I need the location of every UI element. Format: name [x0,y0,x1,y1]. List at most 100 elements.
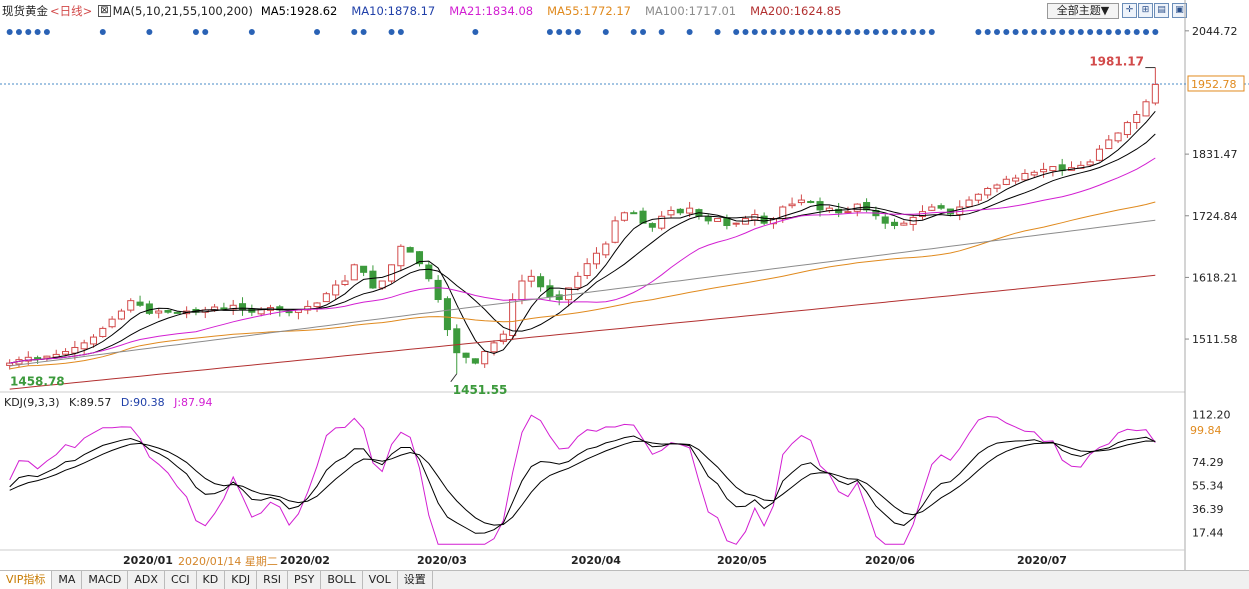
tab-11[interactable]: 设置 [398,571,433,589]
candle-body [164,310,172,313]
candle-body [99,327,107,337]
ma-label: MA(5,10,21,55,100,200) [112,4,253,18]
candle-body [592,252,600,265]
candle-body [816,201,824,211]
candle-body [956,206,964,215]
candle-body [509,299,517,337]
signal-dot [1077,29,1084,35]
candle-body [89,336,98,345]
candle-body [127,300,135,311]
candle-body [155,310,163,314]
candle-body [322,293,330,303]
signal-dot [1068,29,1075,35]
tab-10[interactable]: VOL [363,571,398,589]
ma200-value: MA200:1624.85 [750,4,842,18]
candle-body [397,245,405,267]
ma-settings-icon[interactable]: ⊠ [98,5,111,17]
signal-dot [602,29,609,35]
signal-dot [34,29,41,35]
candle-body [80,342,88,350]
tab-3[interactable]: ADX [128,571,165,589]
candle-body [238,303,247,311]
candle-body [71,346,79,354]
signal-dot [1021,29,1028,35]
signal-dot [1040,29,1047,35]
signal-dot [146,29,153,35]
candle-body [443,298,451,331]
candle-body [881,216,889,224]
candle-body [341,280,349,285]
candle-body [332,284,340,296]
signal-dot [1152,29,1159,35]
candle-body [220,307,228,310]
candle-body [369,270,377,289]
candle-body [984,188,992,196]
ma10-line [9,133,1156,364]
tab-2[interactable]: MACD [82,571,129,589]
current-price-label: 1952.78 [1191,78,1237,91]
tab-6[interactable]: KDJ [225,571,258,589]
kdj-tick-label: 17.44 [1192,527,1224,540]
kdj-j-line [9,414,1156,545]
signal-dot [1143,29,1150,35]
signal-dot [1096,29,1103,35]
fullscreen-icon[interactable]: ▣ [1172,3,1187,18]
chart-type-icon[interactable]: ▤ [1154,3,1169,18]
signal-dot [910,29,917,35]
signal-dot [826,29,833,35]
candle-body [285,311,293,314]
candle-body [807,200,815,203]
signal-dot [1049,29,1056,35]
signal-dot [574,29,581,35]
candle-body [1058,164,1066,172]
tab-7[interactable]: RSI [257,571,289,589]
period-selector[interactable]: <日线> [50,4,93,18]
tab-9[interactable]: BOLL [321,571,363,589]
tab-5[interactable]: KD [197,571,226,589]
x-axis-label: 2020/03 [417,554,467,567]
signal-dot [630,29,637,35]
candle-body [490,342,498,353]
candle-body [1142,101,1150,117]
candle-body [108,318,116,328]
candle-body [136,301,144,306]
price-tick-label: 1831.47 [1192,148,1238,161]
candle-body [788,203,796,207]
signal-dot [546,29,553,35]
candle-body [1002,178,1010,185]
kdj-legend: KDJ(9,3,3) K:89.57 D:90.38 J:87.94 [4,396,219,409]
tab-1[interactable]: MA [52,571,83,589]
kdj-d-value: D:90.38 [120,396,165,409]
candle-body [1049,166,1057,172]
signal-dot [1031,29,1038,35]
signal-dot [25,29,32,35]
theme-dropdown[interactable]: 全部主题▼ [1047,3,1119,19]
crosshair-icon[interactable]: ✛ [1122,3,1137,18]
tab-0[interactable]: VIP指标 [0,571,53,589]
kdj-title: KDJ(9,3,3) [4,396,60,409]
signal-dot [1087,29,1094,35]
signal-dot [761,29,768,35]
price-tick-label: 1618.21 [1192,271,1238,284]
signal-dot [854,29,861,35]
chart-header: 现货黄金 <日线> ⊠ MA(5,10,21,55,100,200) MA5:1… [0,0,1249,22]
grid-icon[interactable]: ⊞ [1138,3,1153,18]
candle-body [565,287,573,301]
candle-body [453,328,461,354]
candle-body [891,221,899,226]
kdj-current-label: 99.84 [1190,424,1222,437]
candlestick-chart[interactable]: 2044.72 1831.47 1724.84 1618.21 1511.58 1952.… [0,0,1249,570]
signal-dot [835,29,842,35]
ma200-line [9,274,1156,390]
candle-body [43,355,51,359]
symbol-name: 现货黄金 [2,4,48,18]
tab-8[interactable]: PSY [288,571,322,589]
signal-dot [751,29,758,35]
ma21-value: MA21:1834.08 [449,4,534,18]
tab-4[interactable]: CCI [165,571,197,589]
candle-body [714,218,722,222]
candle-body [863,202,871,211]
candle-body [639,210,647,224]
candle-body [1095,148,1103,161]
candle-body [471,358,479,364]
